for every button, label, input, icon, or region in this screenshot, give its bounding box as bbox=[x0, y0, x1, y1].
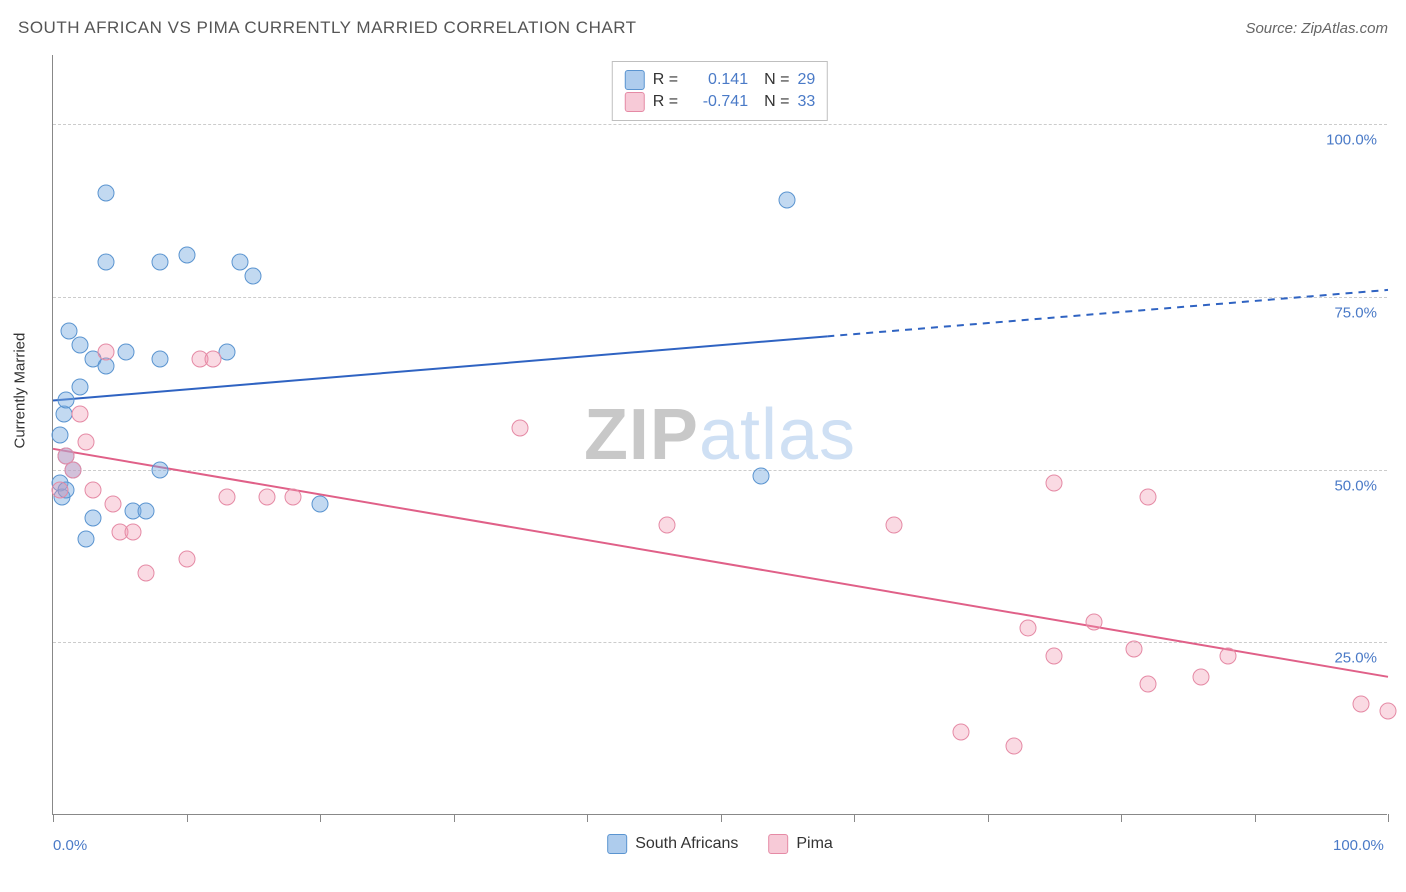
data-point bbox=[1219, 648, 1236, 665]
x-tick-label-left: 0.0% bbox=[53, 837, 87, 854]
data-point bbox=[1380, 703, 1397, 720]
x-tick bbox=[1121, 814, 1122, 822]
chart-title: SOUTH AFRICAN VS PIMA CURRENTLY MARRIED … bbox=[18, 18, 637, 38]
legend-item: South Africans bbox=[607, 834, 738, 854]
data-point bbox=[1006, 737, 1023, 754]
data-point bbox=[205, 351, 222, 368]
data-point bbox=[231, 254, 248, 271]
data-point bbox=[218, 489, 235, 506]
x-tick bbox=[854, 814, 855, 822]
data-point bbox=[258, 489, 275, 506]
data-point bbox=[71, 378, 88, 395]
x-tick bbox=[988, 814, 989, 822]
data-point bbox=[752, 468, 769, 485]
data-point bbox=[1046, 648, 1063, 665]
data-point bbox=[98, 254, 115, 271]
data-point bbox=[51, 482, 68, 499]
data-point bbox=[151, 254, 168, 271]
chart-header: SOUTH AFRICAN VS PIMA CURRENTLY MARRIED … bbox=[18, 18, 1388, 38]
data-point bbox=[98, 185, 115, 202]
trend-line-solid bbox=[53, 449, 1388, 677]
data-point bbox=[125, 523, 142, 540]
data-point bbox=[178, 247, 195, 264]
data-point bbox=[71, 406, 88, 423]
x-tick-label-right: 100.0% bbox=[1333, 837, 1384, 854]
trend-line-solid bbox=[53, 336, 827, 400]
data-point bbox=[151, 351, 168, 368]
data-point bbox=[952, 724, 969, 741]
data-point bbox=[1126, 641, 1143, 658]
data-point bbox=[51, 427, 68, 444]
data-point bbox=[512, 420, 529, 437]
data-point bbox=[85, 509, 102, 526]
data-point bbox=[78, 433, 95, 450]
trend-line-dashed bbox=[827, 290, 1388, 336]
legend-item: Pima bbox=[768, 834, 832, 854]
data-point bbox=[138, 565, 155, 582]
data-point bbox=[779, 192, 796, 209]
data-point bbox=[659, 516, 676, 533]
data-point bbox=[1139, 489, 1156, 506]
data-point bbox=[151, 461, 168, 478]
chart-source: Source: ZipAtlas.com bbox=[1245, 20, 1388, 37]
x-tick bbox=[53, 814, 54, 822]
data-point bbox=[1046, 475, 1063, 492]
data-point bbox=[138, 503, 155, 520]
legend-label: Pima bbox=[796, 835, 832, 853]
x-tick bbox=[187, 814, 188, 822]
data-point bbox=[886, 516, 903, 533]
data-point bbox=[65, 461, 82, 478]
legend-label: South Africans bbox=[635, 835, 738, 853]
data-point bbox=[118, 344, 135, 361]
legend-series: South Africans Pima bbox=[607, 834, 833, 854]
legend-swatch-blue bbox=[607, 834, 627, 854]
data-point bbox=[1353, 696, 1370, 713]
legend-swatch-pink bbox=[768, 834, 788, 854]
x-tick bbox=[587, 814, 588, 822]
data-point bbox=[1193, 668, 1210, 685]
data-point bbox=[1086, 613, 1103, 630]
data-point bbox=[71, 337, 88, 354]
data-point bbox=[58, 392, 75, 409]
data-point bbox=[245, 268, 262, 285]
data-point bbox=[285, 489, 302, 506]
x-tick bbox=[721, 814, 722, 822]
data-point bbox=[78, 530, 95, 547]
data-point bbox=[85, 482, 102, 499]
plot-area: ZIPatlas R = 0.141 N = 29 R = -0.741 N =… bbox=[52, 55, 1387, 815]
trendlines bbox=[53, 55, 1388, 815]
data-point bbox=[178, 551, 195, 568]
data-point bbox=[105, 496, 122, 513]
data-point bbox=[312, 496, 329, 513]
data-point bbox=[98, 344, 115, 361]
data-point bbox=[1019, 620, 1036, 637]
x-tick bbox=[454, 814, 455, 822]
y-axis-label: Currently Married bbox=[12, 333, 29, 449]
data-point bbox=[1139, 675, 1156, 692]
x-tick bbox=[1388, 814, 1389, 822]
x-tick bbox=[1255, 814, 1256, 822]
x-tick bbox=[320, 814, 321, 822]
